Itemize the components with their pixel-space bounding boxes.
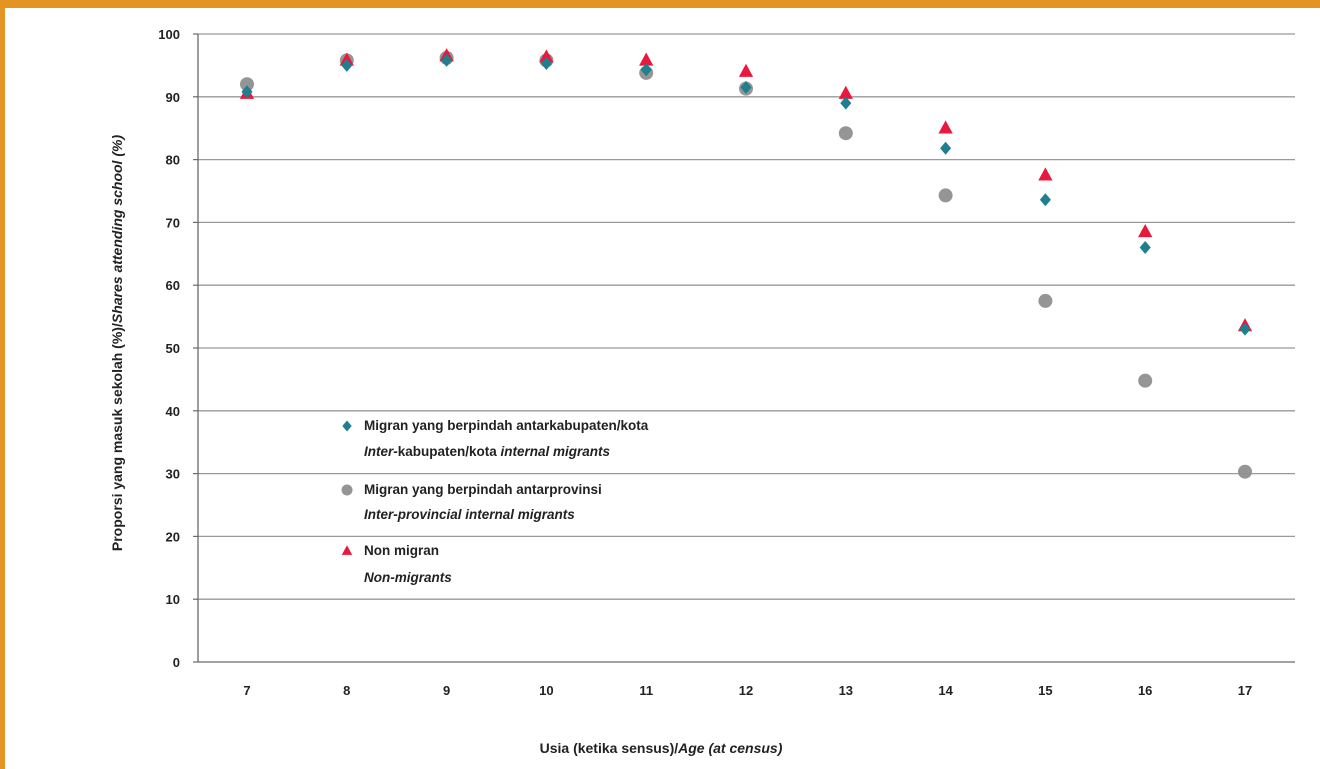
legend: Migran yang berpindah antarkabupaten/kot…: [341, 418, 649, 585]
x-tick-label-8: 8: [343, 683, 350, 698]
legend-marker-triangle: [341, 545, 353, 555]
point-circle-16: [1138, 373, 1153, 388]
point-diamond-15: [1039, 193, 1051, 207]
legend-label-3: Non migran: [364, 543, 439, 558]
point-triangle-13: [838, 85, 853, 99]
text-part: Age (at census): [677, 740, 783, 756]
text-part: kabupaten/kota: [398, 444, 501, 459]
point-diamond-8: [341, 58, 353, 72]
top-accent-bar: [0, 0, 1320, 8]
y-tick-label-90: 90: [166, 90, 180, 105]
point-circle-7: [240, 77, 254, 92]
left-accent-bar: [0, 0, 5, 769]
x-tick-label-9: 9: [443, 683, 450, 698]
legend-sublabel-2: Inter-provincial internal migrants: [364, 507, 575, 522]
x-tick-label-7: 7: [243, 683, 250, 698]
legend-marker-diamond: [342, 420, 352, 432]
x-axis-title: Usia (ketika sensus)/Age (at census): [540, 740, 783, 756]
point-diamond-13: [840, 96, 852, 110]
x-tick-label-13: 13: [839, 683, 853, 698]
text-part: Non-migrants: [364, 570, 452, 585]
text-part: Usia (ketika sensus)/: [540, 740, 679, 756]
y-axis-title: Proporsi yang masuk sekolah (%)/Shares a…: [109, 135, 125, 552]
point-circle-14: [938, 188, 953, 203]
point-diamond-17: [1239, 322, 1251, 336]
point-diamond-11: [640, 63, 652, 77]
text-part: Inter-: [364, 444, 398, 459]
x-tick-labels: 7 8 9 10 11 12 13 14 15 16 17: [243, 683, 1252, 698]
point-triangle-10: [539, 49, 554, 63]
legend-sublabel-1: Inter-kabupaten/kota internal migrants: [364, 444, 611, 459]
point-diamond-16: [1139, 241, 1151, 255]
point-triangle-11: [639, 52, 654, 66]
point-circle-13: [838, 126, 853, 141]
data-points: [239, 48, 1253, 479]
x-tick-label-16: 16: [1138, 683, 1152, 698]
y-tick-label-30: 30: [166, 467, 180, 482]
point-triangle-16: [1138, 223, 1153, 238]
y-tick-label-50: 50: [166, 341, 180, 356]
text-part: Inter-provincial internal migrants: [364, 507, 575, 522]
y-tick-label-70: 70: [166, 215, 180, 230]
text-part: Proporsi yang masuk sekolah (%)/: [109, 323, 125, 551]
legend-label-2: Migran yang berpindah antarprovinsi: [364, 482, 602, 497]
point-diamond-10: [540, 57, 552, 71]
y-tick-labels: 0 10 20 30 40 50 60 70 80 90 100: [158, 27, 180, 670]
point-diamond-7: [241, 85, 253, 99]
text-part: internal migrants: [501, 444, 611, 459]
point-diamond-14: [940, 141, 952, 155]
gridlines: [198, 33, 1295, 600]
x-tick-label-11: 11: [639, 683, 653, 698]
text-part: Shares attending school (%): [109, 135, 125, 324]
point-circle-15: [1038, 293, 1053, 308]
y-tick-label-80: 80: [166, 153, 180, 168]
y-tick-label-20: 20: [166, 529, 180, 544]
x-tick-label-10: 10: [539, 683, 553, 698]
point-triangle-14: [938, 120, 953, 134]
point-triangle-15: [1038, 167, 1053, 181]
legend-sublabel-3: Non-migrants: [364, 570, 452, 585]
y-tick-label-10: 10: [166, 592, 180, 607]
y-tick-label-100: 100: [158, 27, 180, 42]
y-tick-label-0: 0: [173, 655, 180, 670]
x-tick-label-17: 17: [1238, 683, 1252, 698]
point-diamond-9: [441, 53, 453, 67]
legend-marker-circle: [341, 484, 353, 496]
point-diamond-12: [740, 80, 752, 94]
y-tick-label-40: 40: [166, 404, 180, 419]
y-tick-label-60: 60: [166, 278, 180, 293]
legend-label-1: Migran yang berpindah antarkabupaten/kot…: [364, 418, 649, 433]
x-tick-label-12: 12: [739, 683, 753, 698]
point-triangle-12: [738, 63, 754, 77]
axes: [193, 33, 1295, 663]
point-circle-17: [1238, 464, 1252, 479]
x-tick-label-15: 15: [1038, 683, 1052, 698]
x-tick-label-14: 14: [938, 683, 953, 698]
